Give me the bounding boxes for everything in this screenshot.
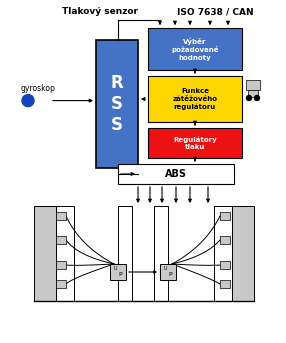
Bar [154,206,168,301]
Bar [96,40,138,168]
Bar [148,28,242,70]
Bar [56,236,66,244]
Text: R
S
S: R S S [111,74,123,134]
Bar [220,236,230,244]
Bar [232,206,254,301]
Bar [56,261,66,269]
Bar [118,206,132,301]
Circle shape [255,95,259,100]
Text: ISO 7638 / CAN: ISO 7638 / CAN [177,8,253,16]
Bar [34,206,56,301]
Bar [148,128,242,158]
Text: U: U [163,265,167,271]
Bar [110,264,126,280]
Bar [56,206,74,301]
Bar [248,90,258,97]
Text: gyroskop: gyroskop [21,84,55,93]
Bar [246,80,260,90]
Circle shape [22,95,34,107]
Bar [160,264,176,280]
Bar [220,280,230,288]
Circle shape [247,95,251,100]
Bar [214,206,232,301]
Text: U: U [113,265,117,271]
Text: P: P [118,272,122,276]
Text: Regulátory
tlaku: Regulátory tlaku [173,136,217,150]
Text: Funkce
zátěžového
regulátoru: Funkce zátěžového regulátoru [172,88,217,109]
Bar [220,261,230,269]
Bar [118,164,234,184]
Text: ABS: ABS [165,169,187,179]
Bar [56,212,66,220]
Bar [148,76,242,122]
Bar [220,212,230,220]
Text: Výběr
požadované
hodnoty: Výběr požadované hodnoty [171,37,219,61]
Bar [56,280,66,288]
Text: P: P [168,272,172,276]
Text: Tlakový senzor: Tlakový senzor [62,8,138,16]
